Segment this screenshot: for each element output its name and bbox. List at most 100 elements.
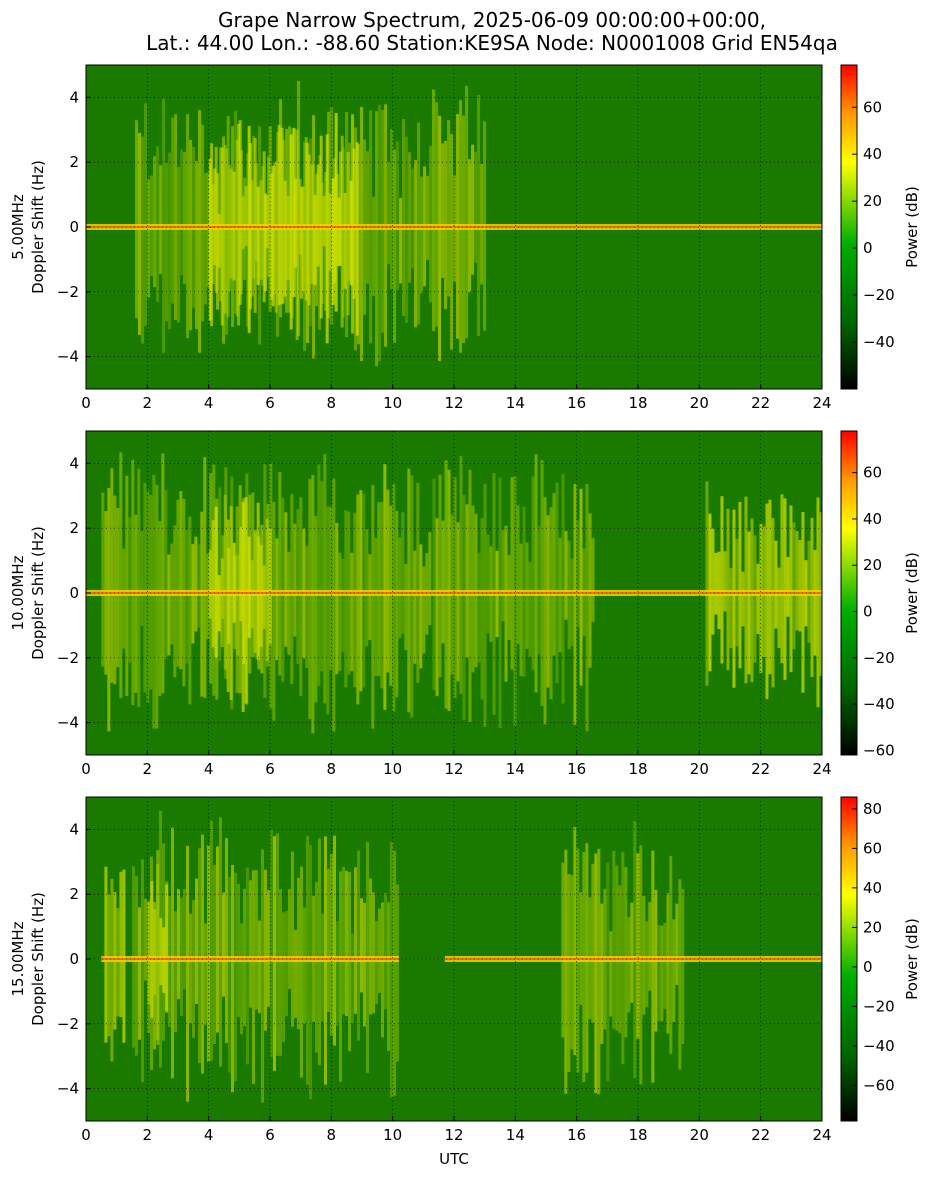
heatmap-cell [147,179,151,298]
colorbar-scale [840,430,858,756]
heatmap-cell [507,555,511,640]
heatmap-cell [284,512,288,647]
y-axis-label-frequency: 10.00MHz [9,555,27,630]
heatmap-cell [510,477,514,670]
heatmap-cell [705,481,709,686]
heatmap-cell [159,165,163,275]
heatmap-cell [135,120,139,319]
x-tick-label: 20 [690,760,709,778]
heatmap-cell [471,505,475,673]
heatmap-cell [285,910,288,1016]
heatmap-cell [413,550,417,664]
y-tick-label: 2 [69,885,79,903]
x-tick-label: 12 [444,1126,463,1144]
heatmap-cell [231,864,234,1093]
heatmap-cell [180,149,184,276]
heatmap-cell [271,165,275,307]
heatmap-cell [334,113,338,312]
heatmap-cell [276,833,279,1056]
heatmap-cell [504,525,508,682]
heatmap-cell [113,495,117,685]
heatmap-cell [813,550,817,656]
heatmap-cell [438,115,442,361]
heatmap-cell [147,900,150,1033]
heatmap-cell [795,531,799,631]
heatmap-cell [195,161,199,330]
heatmap-cell [204,173,208,305]
heatmap-cell [239,526,243,621]
heatmap-cell [140,530,144,626]
heatmap-cell [128,517,132,663]
heatmap-cell [350,552,354,672]
heatmap-cell [168,152,172,330]
heatmap-cell [816,497,820,708]
heatmap-cell [195,878,198,1005]
colorbar: −60 −40 −20 0 20 40 60 Power (dB) [840,430,921,759]
heatmap-cell [465,85,469,339]
heatmap-cell [238,120,242,305]
heatmap-cell [346,152,350,316]
heatmap-cell [483,483,487,727]
heatmap-cell [383,464,387,710]
heatmap-cell [417,122,421,325]
colorbar-label: Power (dB) [903,186,921,268]
heatmap-cell [295,129,299,341]
heatmap-cell [183,152,187,285]
y-tick-label: 0 [69,950,79,968]
heatmap-cell [357,850,360,1041]
x-tick-label: 8 [327,394,337,412]
heatmap-cell [131,459,135,706]
heatmap-cell [573,826,577,1056]
heatmap-cell [774,540,778,629]
colorbar-tick-label: 0 [863,603,873,621]
heatmap-cell [237,883,240,1017]
heatmap-cell [564,530,568,620]
heatmap-cell [801,511,805,693]
heatmap-cell [573,483,577,725]
heatmap-cell [226,116,230,318]
x-tick-label: 4 [204,760,214,778]
heatmap-cell [771,518,775,688]
heatmap-cell [277,125,281,306]
heatmap-cell [288,889,291,989]
heatmap-cell [229,506,233,700]
colorbar-tick-label: 40 [863,879,882,897]
x-tick-label: 2 [143,394,153,412]
heatmap-cell [314,516,318,703]
heatmap-cell [234,872,237,1082]
heatmap-cell [174,911,177,1033]
heatmap-cell [783,498,787,680]
heatmap-cell [137,468,141,708]
heatmap-cell [235,506,239,693]
x-tick-label: 8 [327,760,337,778]
heatmap-cell [273,836,276,1071]
x-tick-label: 14 [506,1126,525,1144]
grid [86,797,822,1121]
heatmap-cell [201,124,205,322]
x-tick-label: 14 [506,760,525,778]
heatmap-cell [204,923,207,1025]
heatmap-cell [377,502,381,676]
grid [86,65,822,389]
heatmap-cell [317,464,321,686]
heatmap-cell [264,869,267,1031]
heatmap-cell [143,482,147,693]
y-tick-label: 0 [69,218,79,236]
heatmap-cell [401,512,405,634]
heatmap-cell [208,158,212,321]
colorbar-tick-label: 0 [863,958,873,976]
heatmap-cell [171,117,175,304]
x-tick-label: 6 [265,1126,275,1144]
heatmap-cell [328,193,332,271]
x-tick-label: 18 [628,760,647,778]
x-tick-label: 12 [444,394,463,412]
heatmap-cell [555,482,559,684]
heatmap-cell [459,455,463,695]
heatmap-cell [240,923,243,1035]
heatmap-cell [300,187,304,299]
heatmap-cell [729,567,733,648]
heatmap-cell [213,865,216,1044]
heatmap-cell [747,531,751,675]
